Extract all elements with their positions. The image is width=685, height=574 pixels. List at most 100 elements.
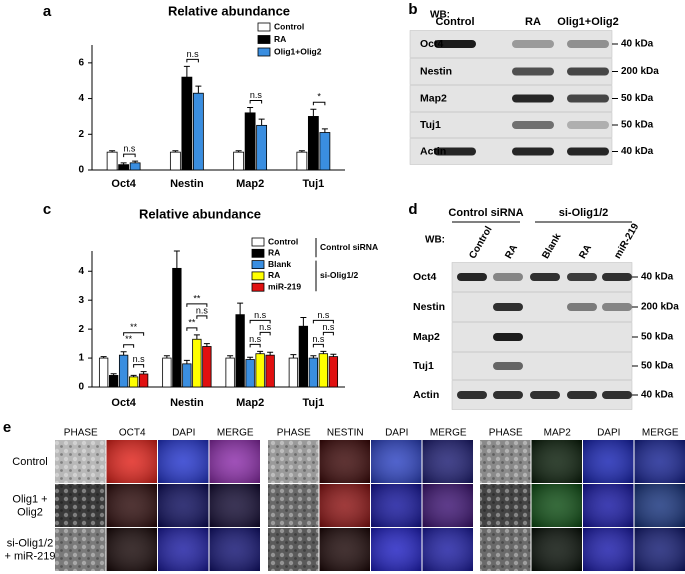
size-label: 40 kDa xyxy=(621,39,654,50)
error-bar xyxy=(132,160,139,163)
bar xyxy=(192,338,202,388)
size-label: 40 kDa xyxy=(641,390,674,401)
error-bar xyxy=(120,162,127,165)
micrograph-texture xyxy=(583,528,634,571)
micrograph-texture xyxy=(634,528,685,571)
column-header: DAPI xyxy=(172,428,195,439)
significance-label: ** xyxy=(125,334,133,344)
blot-strip xyxy=(451,322,633,352)
row-label: + miR-219 xyxy=(4,550,55,562)
bar xyxy=(307,116,319,171)
micrograph-texture xyxy=(531,484,582,527)
significance-bracket xyxy=(186,327,198,331)
blot-band xyxy=(567,273,597,281)
blot-band xyxy=(434,147,476,156)
error-bar xyxy=(193,334,200,340)
error-bar xyxy=(267,351,274,356)
x-tick-label: Oct4 xyxy=(111,178,136,190)
row-label: si-Olig1/2 xyxy=(7,537,53,549)
y-tick-label: 1 xyxy=(78,353,84,364)
bar xyxy=(233,151,245,171)
lane-label: Olig1+Olig2 xyxy=(557,16,618,28)
column-header: PHASE xyxy=(277,428,311,439)
significance-label: n.s xyxy=(187,49,200,59)
micrograph-texture xyxy=(634,484,685,527)
blot-band xyxy=(457,391,487,399)
lane-label: RA xyxy=(525,16,541,28)
legend-label: Control xyxy=(268,236,298,246)
row-label: Map2 xyxy=(420,92,447,104)
legend-label: RA xyxy=(268,248,280,258)
bar xyxy=(245,359,255,388)
micrograph-texture xyxy=(422,528,473,571)
legend-label: Olig1+Olig2 xyxy=(274,46,322,56)
micrograph-texture xyxy=(480,528,531,571)
row-label: Olig1 + xyxy=(12,493,47,505)
lane-label: Blank xyxy=(540,231,563,260)
significance-label: n.s xyxy=(259,322,272,332)
bar xyxy=(298,325,309,388)
significance-label: ** xyxy=(193,293,201,303)
bar xyxy=(172,267,182,388)
micrograph-texture xyxy=(55,440,106,483)
micrograph-texture xyxy=(209,440,260,483)
column-header: MERGE xyxy=(642,428,679,439)
blot-band xyxy=(530,391,560,399)
x-tick-label: Map2 xyxy=(236,397,264,409)
significance-label: n.s xyxy=(322,322,335,332)
row-label: Control xyxy=(12,456,47,468)
significance-bracket xyxy=(312,101,326,106)
size-label: 40 kDa xyxy=(641,272,674,283)
blot-strip xyxy=(451,352,633,380)
significance-bracket xyxy=(186,303,208,307)
panel-label: e xyxy=(3,419,11,436)
column-header: OCT4 xyxy=(119,428,146,439)
error-bar xyxy=(290,354,297,359)
y-tick-label: 0 xyxy=(78,165,84,176)
micrograph-texture xyxy=(106,528,157,571)
blot-band xyxy=(493,333,523,341)
significance-label: n.s xyxy=(317,310,330,320)
chart-title: Relative abundance xyxy=(168,3,290,18)
blot-band xyxy=(567,94,609,103)
error-bar xyxy=(321,128,328,133)
significance-bracket xyxy=(259,331,271,336)
error-bar xyxy=(330,353,337,357)
wb-label: WB: xyxy=(425,235,445,246)
micrograph-texture xyxy=(319,440,370,483)
error-bar xyxy=(195,85,202,94)
significance-label: n.s xyxy=(312,334,325,344)
micrograph-texture xyxy=(422,484,473,527)
bar xyxy=(108,375,119,388)
lane-label: Control xyxy=(467,224,494,260)
micrograph-texture xyxy=(583,440,634,483)
error-bar xyxy=(310,108,317,117)
legend-swatch xyxy=(251,260,265,270)
significance-label: n.s xyxy=(254,310,267,320)
error-bar xyxy=(183,65,190,78)
significance-label: n.s xyxy=(133,354,146,364)
row-label: Tuj1 xyxy=(413,360,434,372)
significance-bracket xyxy=(133,364,145,368)
bar xyxy=(235,314,245,388)
significance-bracket xyxy=(249,343,261,348)
error-bar xyxy=(130,374,137,377)
error-bar xyxy=(109,150,116,153)
micrograph-texture xyxy=(106,440,157,483)
column-header: DAPI xyxy=(597,428,620,439)
panel-label: a xyxy=(43,3,52,20)
error-bar xyxy=(173,250,180,269)
bar xyxy=(225,357,235,388)
legend-label: Blank xyxy=(268,259,291,269)
lane-label: RA xyxy=(503,243,520,261)
y-tick-label: 0 xyxy=(78,382,84,393)
error-bar xyxy=(310,355,317,359)
row-label: Tuj1 xyxy=(420,119,441,131)
size-label: 50 kDa xyxy=(641,361,674,372)
legend-label: RA xyxy=(268,270,280,280)
error-bar xyxy=(258,118,265,126)
blot-band xyxy=(567,67,609,76)
micrograph-texture xyxy=(634,440,685,483)
error-bar xyxy=(110,373,117,376)
